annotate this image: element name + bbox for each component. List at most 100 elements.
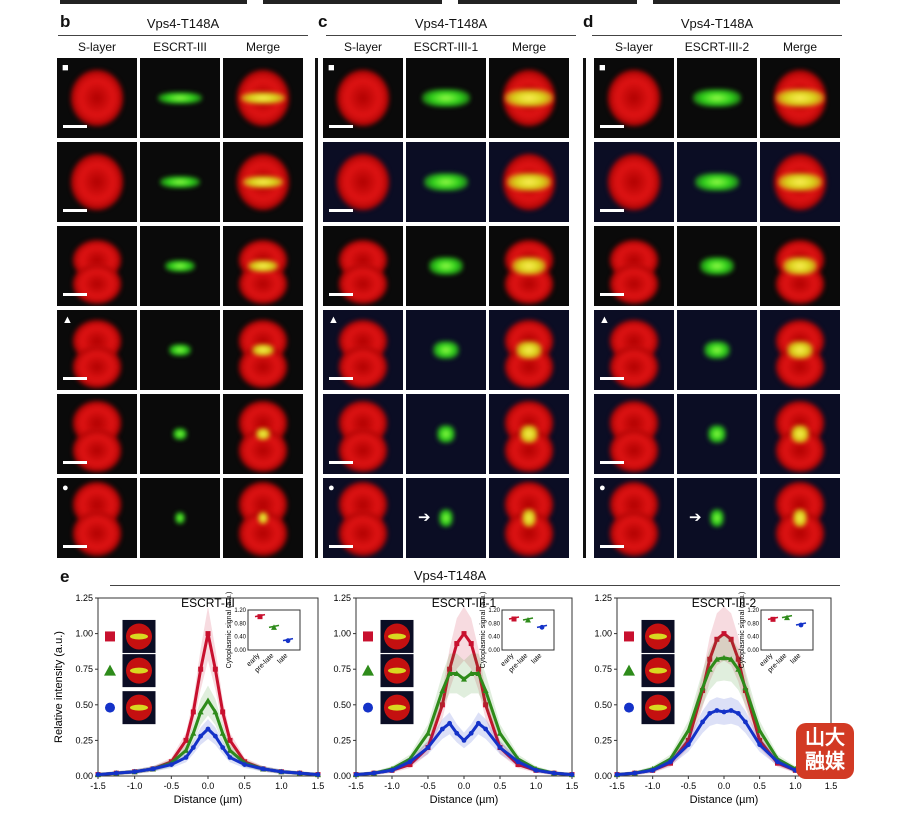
panel-b-title: Vps4-T148A: [146, 16, 220, 31]
inset-y-tick-label: 0.40: [488, 635, 500, 641]
point-red: [198, 666, 204, 672]
micrograph-tile: [489, 310, 569, 390]
fluor-signal: [248, 260, 278, 272]
point-blue: [190, 745, 196, 750]
legend-square-icon: [624, 631, 634, 642]
micrograph-tile: [223, 226, 303, 306]
panel-separator: [315, 58, 318, 558]
fluor-signal: [439, 509, 453, 527]
point-blue: [700, 719, 705, 725]
scale-bar: [63, 209, 87, 212]
y-tick-label: 0.50: [75, 700, 93, 710]
micrograph-tile: [760, 310, 840, 390]
point-red: [447, 666, 453, 672]
inset-x-tick-label: late: [530, 652, 543, 665]
inset-point-blue: [798, 622, 804, 628]
point-green: [713, 656, 720, 662]
point-blue: [389, 767, 395, 773]
panel-label-c: c: [318, 12, 328, 31]
point-green: [735, 666, 742, 672]
inset-point-green: [271, 624, 277, 630]
inset-point-red: [511, 616, 517, 622]
stage-marker: ■: [62, 62, 69, 74]
scale-bar: [600, 545, 624, 548]
point-red: [757, 737, 763, 743]
scale-bar: [600, 293, 624, 296]
point-blue: [212, 733, 218, 739]
micrograph-tile: [406, 142, 486, 222]
x-tick-label: -1.0: [127, 781, 143, 791]
point-green: [742, 684, 749, 691]
point-blue: [714, 708, 720, 713]
x-tick-label: 0.5: [238, 781, 251, 791]
point-green: [728, 656, 735, 662]
scale-bar: [600, 461, 624, 464]
micrograph-tile: [594, 394, 674, 474]
stage-marker: ●: [328, 482, 335, 494]
micrograph-tile: [140, 478, 220, 558]
x-axis-label: Distance (µm): [430, 794, 499, 806]
inset-y-tick-label: 1.20: [488, 608, 500, 614]
col-header: ESCRT-III-2: [684, 40, 750, 54]
top-edge-strip: [60, 0, 840, 4]
micrograph-tile: [677, 394, 757, 474]
scale-bar: [600, 209, 624, 212]
point-red: [685, 737, 691, 743]
cell-shape: [73, 346, 121, 388]
y-tick-label: 1.25: [75, 593, 93, 603]
x-tick-label: 1.5: [825, 781, 838, 791]
point-blue: [707, 710, 713, 716]
point-red: [220, 709, 226, 715]
series-error-band-green: [617, 635, 831, 776]
scale-bar: [329, 209, 353, 212]
micrograph-tile: ➔: [406, 478, 486, 558]
y-tick-label: 1.25: [594, 593, 612, 603]
cell-shape: [337, 70, 389, 126]
scale-bar: [63, 293, 87, 296]
point-blue: [425, 745, 431, 750]
series-error-band-green: [98, 685, 318, 776]
fluor-signal: [175, 512, 185, 524]
stage-marker: ●: [62, 482, 69, 494]
series-error-band-red: [356, 606, 572, 776]
thumbnail-band: [130, 704, 148, 711]
legend-circle-icon: [363, 702, 373, 713]
micrograph-tile: [677, 310, 757, 390]
inset-frame: [501, 609, 555, 651]
micrograph-tile: [489, 58, 569, 138]
point-blue: [407, 759, 413, 765]
micrograph-tile: [677, 58, 757, 138]
point-red: [190, 709, 196, 715]
col-header: S-layer: [614, 40, 653, 54]
x-axis-label: Distance (µm): [690, 794, 759, 806]
point-red: [735, 656, 741, 662]
point-green: [475, 670, 482, 676]
fluor-signal: [522, 509, 536, 527]
point-green: [721, 654, 727, 661]
x-tick-label: -1.0: [645, 781, 661, 791]
point-red: [454, 641, 460, 647]
inset-y-tick-label: 0.40: [234, 635, 246, 641]
point-blue: [315, 772, 321, 777]
scale-bar: [600, 125, 624, 128]
micrograph-tile: ■: [594, 58, 674, 138]
micrograph-tile: ■: [57, 58, 137, 138]
point-green: [219, 730, 226, 736]
point-blue: [775, 759, 780, 765]
x-tick-label: 0.0: [458, 781, 471, 791]
inset-y-tick-label: 1.20: [234, 608, 246, 614]
scale-bar: [63, 125, 87, 128]
point-blue: [242, 762, 248, 768]
chart-title: ESCRT-III: [181, 596, 235, 610]
point-blue: [183, 755, 189, 760]
fluor-signal: [429, 257, 463, 275]
inset-y-tick-label: 0.80: [488, 621, 500, 627]
fluor-signal: [516, 341, 542, 359]
point-red: [183, 737, 189, 743]
stage-marker: ▲: [599, 314, 610, 326]
x-tick-label: -0.5: [420, 781, 436, 791]
panel-c-title: Vps4-T148A: [414, 16, 488, 31]
cell-shape: [608, 154, 660, 210]
micrograph-tile: ▲: [594, 310, 674, 390]
point-red: [205, 631, 211, 637]
